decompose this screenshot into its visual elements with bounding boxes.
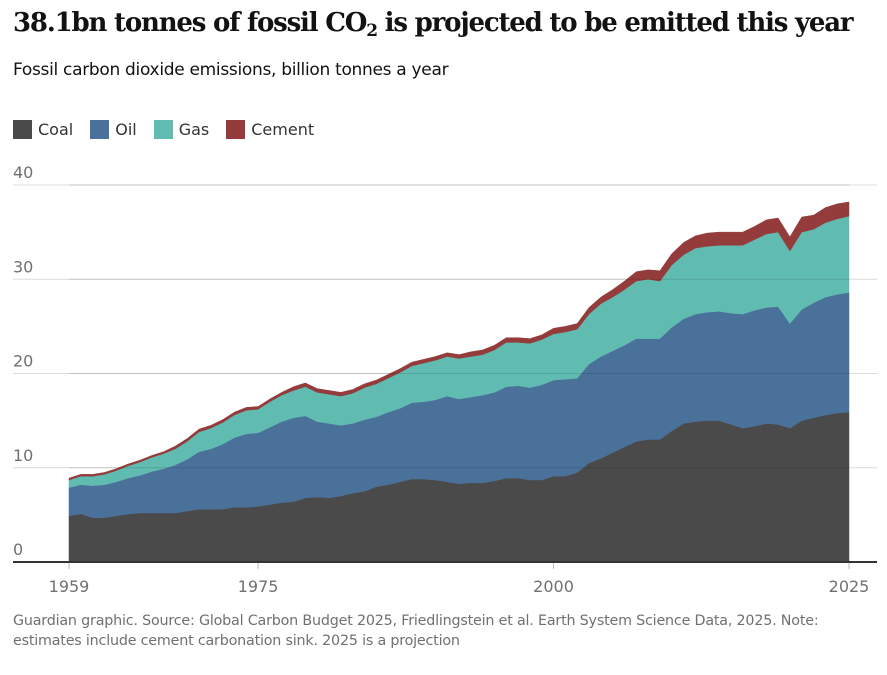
area-series — [68, 184, 850, 563]
y-tick-label: 40 — [13, 163, 33, 182]
x-tick-label: 1975 — [238, 577, 279, 595]
y-tick-label: 30 — [13, 257, 33, 276]
y-tick-label: 10 — [13, 446, 33, 465]
legend-item-gas: Gas — [153, 120, 210, 139]
y-tick-label: 0 — [13, 540, 23, 559]
legend-item-coal: Coal — [13, 120, 73, 139]
x-tick-label: 1959 — [49, 577, 90, 595]
legend-label-cement: Cement — [251, 120, 315, 139]
legend-label-coal: Coal — [38, 120, 74, 139]
legend-label-gas: Gas — [178, 120, 210, 139]
legend: Coal Oil Gas Cement — [13, 120, 331, 139]
x-tick-label: 2025 — [829, 577, 870, 595]
legend-item-oil: Oil — [90, 120, 137, 139]
legend-swatch-coal — [13, 120, 32, 139]
source-note: Guardian graphic. Source: Global Carbon … — [13, 613, 819, 649]
stacked-area-chart: 0 10 20 30 40 1959 1975 2000 2025 — [13, 163, 877, 595]
y-axis: 0 10 20 30 40 — [13, 163, 33, 559]
x-tick-label: 2000 — [533, 577, 574, 595]
area-cement — [68, 201, 850, 481]
legend-swatch-oil — [90, 120, 110, 139]
y-tick-label: 20 — [13, 352, 33, 371]
legend-swatch-cement — [226, 120, 246, 139]
chart-subtitle: Fossil carbon dioxide emissions, billion… — [13, 60, 449, 80]
legend-item-cement: Cement — [226, 120, 314, 139]
x-axis: 1959 1975 2000 2025 — [13, 561, 877, 595]
legend-swatch-gas — [153, 120, 173, 139]
chart-title: 38.1bn tonnes of fossil CO2 is projected… — [13, 8, 854, 41]
legend-label-oil: Oil — [115, 120, 137, 139]
